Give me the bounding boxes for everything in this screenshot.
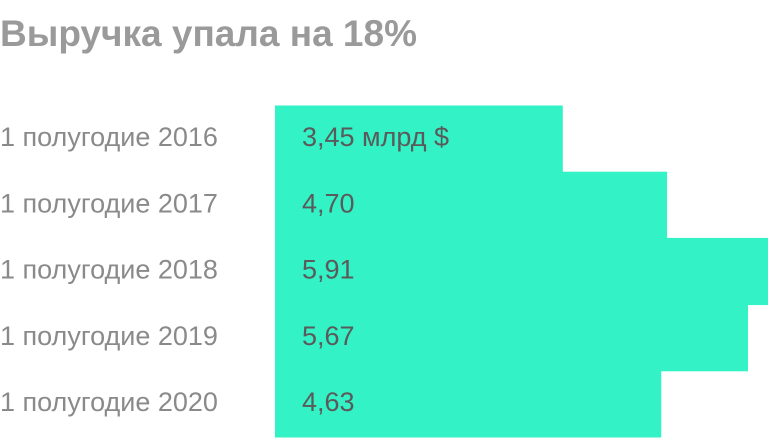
bar — [275, 370, 662, 438]
category-label: 1 полугодие 2019 — [0, 321, 218, 351]
value-label: 4,63 — [302, 387, 355, 417]
value-label: 4,70 — [302, 188, 355, 218]
value-label: 5,91 — [302, 255, 355, 285]
category-label: 1 полугодие 2018 — [0, 255, 218, 285]
category-label: 1 полугодие 2020 — [0, 387, 218, 417]
category-label: 1 полугодие 2017 — [0, 188, 218, 218]
bar — [275, 105, 563, 173]
value-label: 5,67 — [302, 321, 355, 351]
bar — [275, 237, 768, 306]
chart-title: Выручка упала на 18% — [0, 13, 417, 54]
category-label: 1 полугодие 2016 — [0, 122, 218, 152]
bar — [275, 304, 748, 372]
bar — [275, 171, 668, 239]
value-label: 3,45 млрд $ — [302, 122, 449, 152]
